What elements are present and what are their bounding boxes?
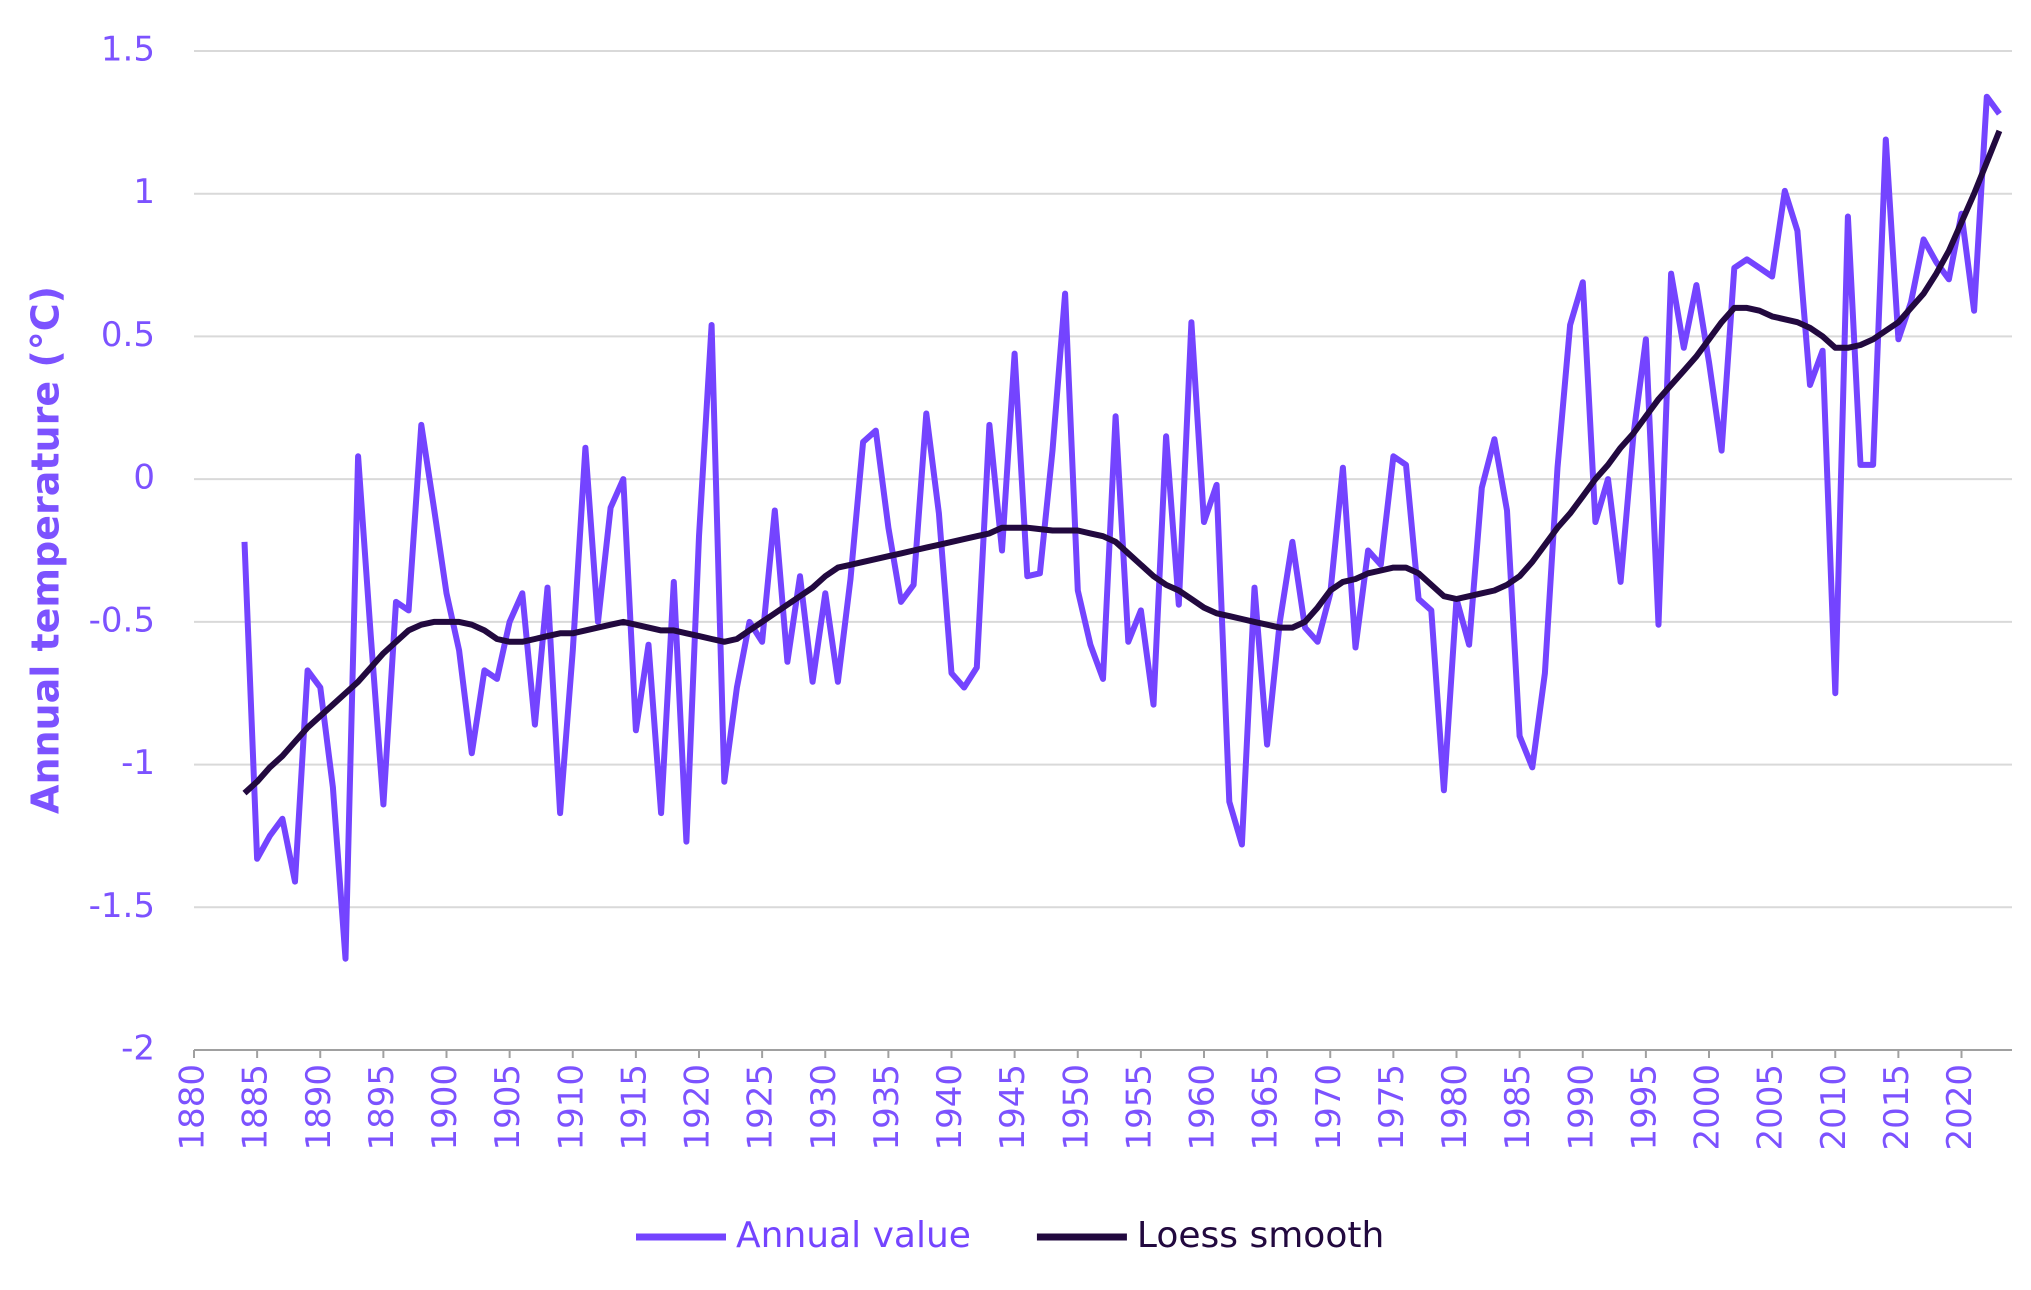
x-tick-label: 2015 [1877, 1064, 1917, 1151]
x-tick-label: 1960 [1183, 1064, 1223, 1151]
x-tick-label: 1930 [804, 1064, 844, 1151]
x-tick-label: 1880 [173, 1064, 213, 1151]
x-tick-label: 2005 [1751, 1064, 1791, 1151]
x-tick-label: 1915 [614, 1064, 654, 1151]
x-tick-label: 1950 [1056, 1064, 1096, 1151]
x-tick-label: 1895 [362, 1064, 402, 1151]
legend-label: Annual value [736, 1215, 971, 1256]
x-tick-label: 1990 [1561, 1064, 1601, 1151]
x-tick-label: 2010 [1814, 1064, 1854, 1151]
x-tick-label: 1910 [551, 1064, 591, 1151]
x-tick-label: 1935 [867, 1064, 907, 1151]
x-tick-label: 1925 [741, 1064, 781, 1151]
y-tick-label: -1.5 [89, 886, 155, 926]
x-tick-label: 1980 [1435, 1064, 1475, 1151]
legend-label: Loess smooth [1137, 1215, 1384, 1256]
x-tick-label: 1900 [425, 1064, 465, 1151]
x-tick-label: 1940 [930, 1064, 970, 1151]
y-tick-label: 0 [133, 458, 155, 498]
y-tick-label: -1 [121, 743, 155, 783]
x-tick-label: 1975 [1372, 1064, 1412, 1151]
x-tick-label: 1970 [1309, 1064, 1349, 1151]
y-tick-label: 1.5 [101, 30, 155, 70]
y-tick-label: 0.5 [101, 315, 155, 355]
x-tick-label: 1945 [993, 1064, 1033, 1151]
series-line [242, 129, 2003, 796]
x-tick-label: 1995 [1624, 1064, 1664, 1151]
y-tick-label: 1 [133, 172, 155, 212]
x-tick-label: 1965 [1246, 1064, 1286, 1151]
y-tick-label: -0.5 [89, 600, 155, 640]
x-tick-label: 1985 [1498, 1064, 1538, 1151]
x-tick-label: 1905 [488, 1064, 528, 1151]
x-tick-label: 1955 [1119, 1064, 1159, 1151]
x-tick-label: 2000 [1688, 1064, 1728, 1151]
x-tick-label: 1920 [678, 1064, 718, 1151]
series-line [241, 93, 2002, 962]
x-tick-label: 2020 [1940, 1064, 1980, 1151]
x-tick-label: 1890 [299, 1064, 339, 1151]
x-tick-label: 1885 [236, 1064, 276, 1151]
y-axis-label: Annual temperature (°C) [24, 286, 68, 814]
y-tick-label: -2 [121, 1029, 155, 1069]
